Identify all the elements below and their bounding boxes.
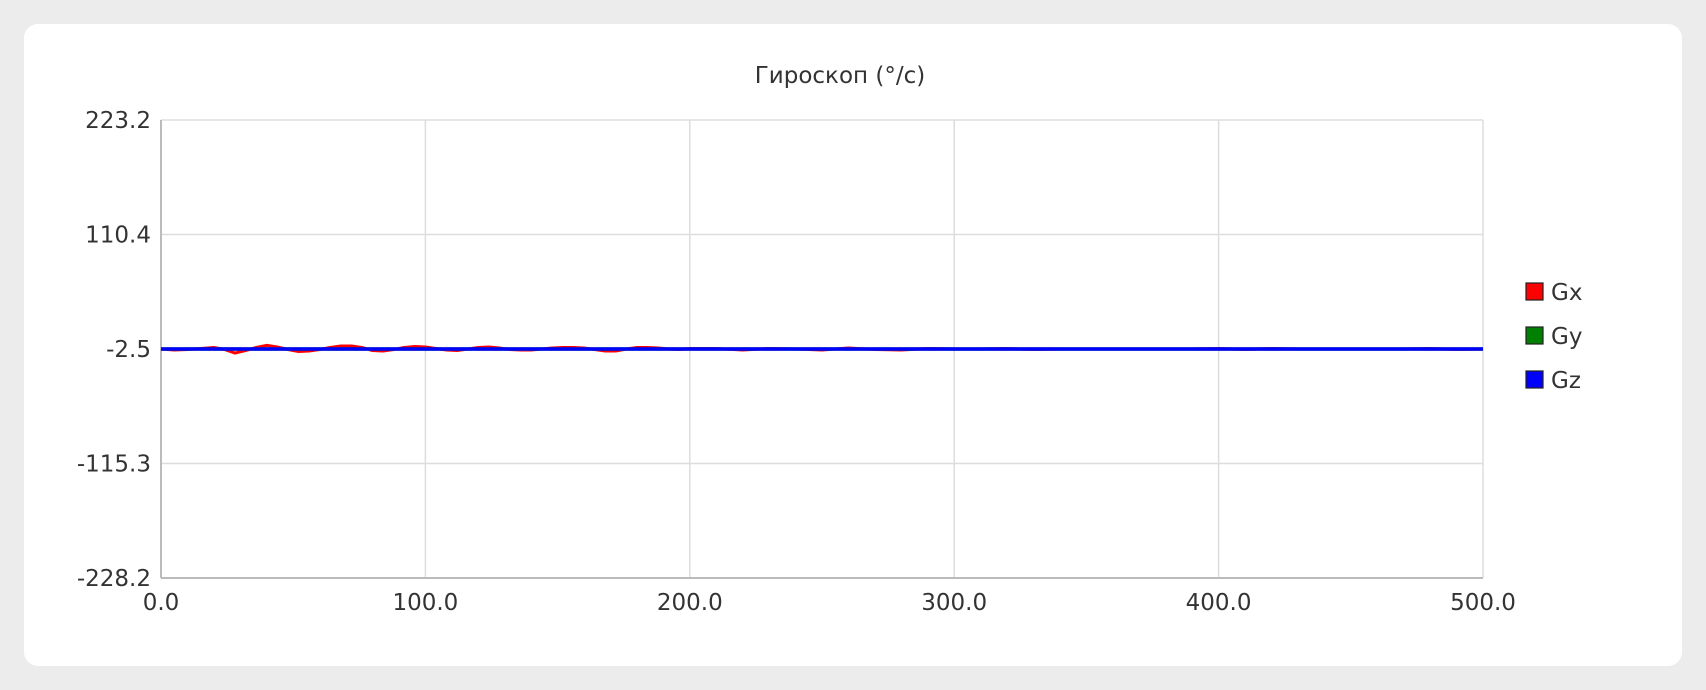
legend-label-gy[interactable]: Gy xyxy=(1551,324,1582,350)
x-tick-label: 100.0 xyxy=(392,590,458,616)
legend-swatch-gz[interactable] xyxy=(1525,370,1544,389)
legend[interactable]: Gx Gy Gz xyxy=(1525,280,1582,394)
chart-title: Гироскоп (°/с) xyxy=(755,63,925,89)
gyroscope-chart: Гироскоп (°/с) 223.2 110.4 -2.5 -115.3 -228.… xyxy=(77,63,1583,616)
chart-card: Гироскоп (°/с) 223.2 110.4 -2.5 -115.3 -228.… xyxy=(24,24,1682,666)
axes: 223.2 110.4 -2.5 -115.3 -228.20.0 100.0 200.0 3… xyxy=(77,108,1516,616)
y-tick-label: 110.4 xyxy=(85,222,151,248)
y-tick-label: -2.5 xyxy=(106,337,151,363)
legend-label-gz[interactable]: Gz xyxy=(1551,368,1581,394)
x-tick-label: 300.0 xyxy=(921,590,987,616)
y-tick-label: -115.3 xyxy=(77,451,151,477)
legend-swatch-gx[interactable] xyxy=(1525,282,1544,301)
legend-swatch-gy[interactable] xyxy=(1525,326,1544,345)
x-tick-label: 500.0 xyxy=(1450,590,1516,616)
y-tick-label: 223.2 xyxy=(85,108,151,134)
x-tick-label: 400.0 xyxy=(1186,590,1252,616)
y-tick-label: -228.2 xyxy=(77,566,151,592)
x-tick-label: 200.0 xyxy=(657,590,723,616)
legend-label-gx[interactable]: Gx xyxy=(1551,280,1582,306)
x-tick-label: 0.0 xyxy=(143,590,180,616)
series-lines xyxy=(160,343,1484,355)
